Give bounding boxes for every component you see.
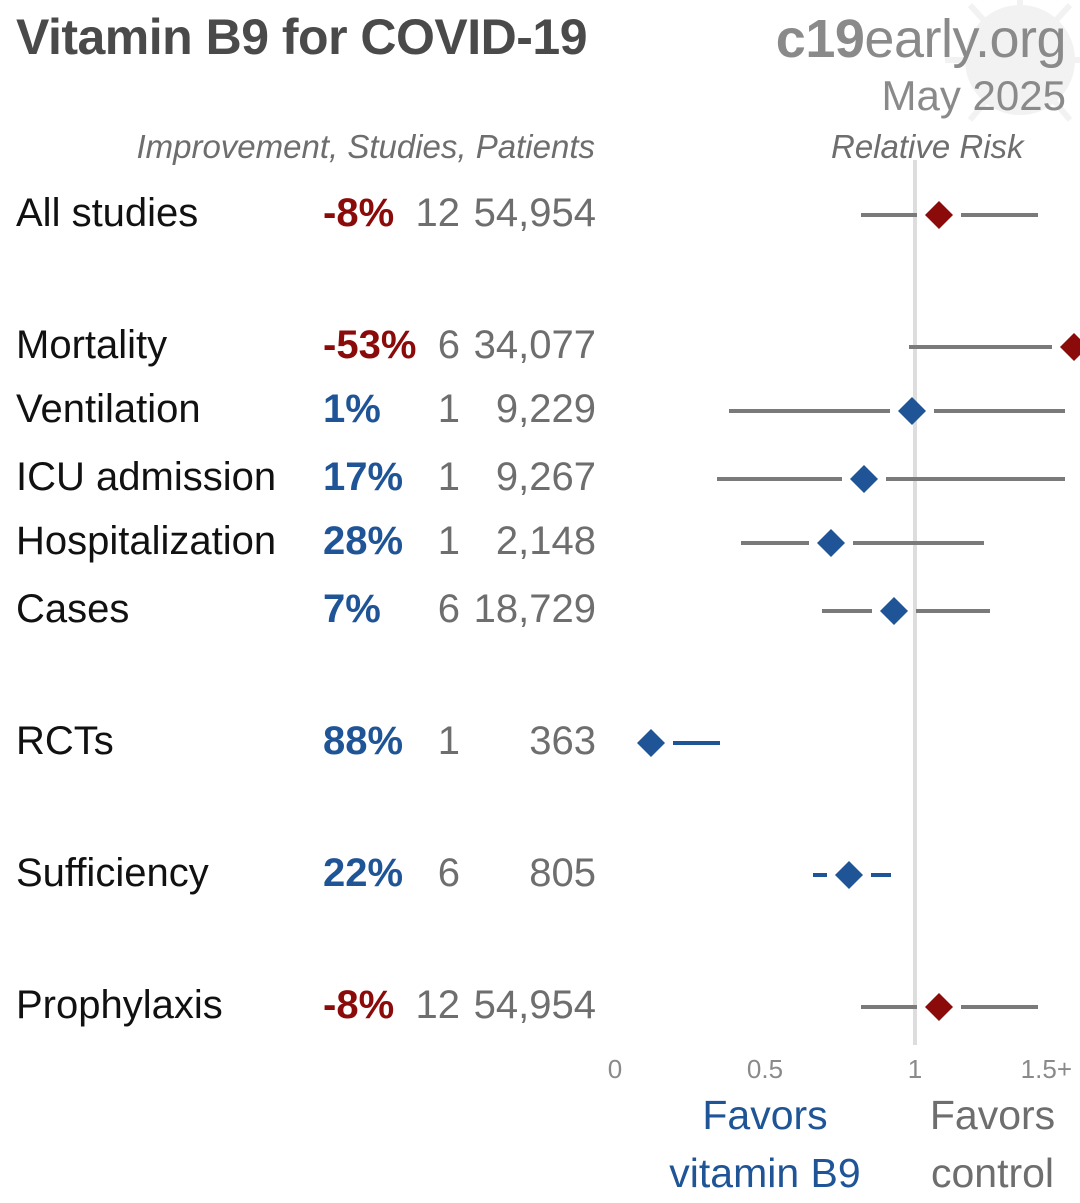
effect-diamond xyxy=(637,729,665,757)
effect-diamond xyxy=(898,397,926,425)
favors-treatment-line1: Favors xyxy=(702,1092,828,1138)
row-label: Prophylaxis xyxy=(16,983,223,1027)
row-improvement: 22% xyxy=(323,851,404,895)
row-studies: 1 xyxy=(437,455,460,499)
favors-control-label: Favors control xyxy=(880,1086,1080,1202)
row-patients: 9,267 xyxy=(495,455,596,499)
site-name: c19early.org xyxy=(775,8,1067,70)
row-label: Ventilation xyxy=(16,387,201,431)
date-label: May 2025 xyxy=(881,72,1066,119)
row-studies: 12 xyxy=(415,983,461,1027)
row-studies: 12 xyxy=(415,191,461,235)
row-label: Cases xyxy=(16,587,130,631)
row-label: All studies xyxy=(16,191,199,235)
x-tick-label: 0.5 xyxy=(747,1054,783,1084)
row-patients: 54,954 xyxy=(473,191,596,235)
favors-treatment-label: Favors vitamin B9 xyxy=(640,1086,890,1202)
favors-treatment-line2: vitamin B9 xyxy=(669,1150,861,1196)
effect-diamond xyxy=(850,465,878,493)
row-studies: 6 xyxy=(437,323,460,367)
x-tick-label: 1 xyxy=(908,1054,922,1084)
row-improvement: -53% xyxy=(323,323,417,367)
row-label: Mortality xyxy=(16,323,168,367)
site-name-bold: c19 xyxy=(775,9,865,69)
favors-control-line2: control xyxy=(930,1150,1055,1196)
row-patients: 34,077 xyxy=(473,323,596,367)
row-patients: 18,729 xyxy=(473,587,596,631)
row-studies: 1 xyxy=(437,387,460,431)
row-improvement: 28% xyxy=(323,519,404,563)
row-studies: 6 xyxy=(437,851,460,895)
effect-diamond xyxy=(817,529,845,557)
row-improvement: -8% xyxy=(323,191,395,235)
stats-column-header: Improvement, Studies, Patients xyxy=(136,128,595,165)
x-tick-label: 0 xyxy=(608,1054,622,1084)
row-patients: 9,229 xyxy=(495,387,596,431)
row-improvement: 17% xyxy=(323,455,404,499)
row-improvement: 1% xyxy=(323,387,381,431)
row-label: Sufficiency xyxy=(16,851,209,895)
row-studies: 6 xyxy=(437,587,460,631)
effect-diamond xyxy=(925,201,953,229)
page-title: Vitamin B9 for COVID-19 xyxy=(16,9,588,65)
rr-column-header: Relative Risk xyxy=(831,128,1024,165)
row-patients: 2,148 xyxy=(495,519,596,563)
virus-watermark-icon xyxy=(945,0,1080,122)
row-improvement: 88% xyxy=(323,719,404,763)
effect-diamond xyxy=(880,597,908,625)
effect-diamond xyxy=(1060,333,1080,361)
row-patients: 54,954 xyxy=(473,983,596,1027)
row-improvement: -8% xyxy=(323,983,395,1027)
effect-diamond xyxy=(835,861,863,889)
site-name-rest: early.org xyxy=(864,9,1066,69)
row-studies: 1 xyxy=(437,519,460,563)
effect-diamond xyxy=(925,993,953,1021)
row-improvement: 7% xyxy=(323,587,381,631)
row-label: Hospitalization xyxy=(16,519,277,563)
favors-control-line1: Favors xyxy=(929,1092,1056,1138)
x-tick-label: 1.5+ xyxy=(1021,1054,1072,1084)
row-patients: 363 xyxy=(529,719,596,763)
row-label: RCTs xyxy=(16,719,114,763)
row-label: ICU admission xyxy=(16,455,277,499)
row-patients: 805 xyxy=(529,851,596,895)
row-studies: 1 xyxy=(437,719,460,763)
